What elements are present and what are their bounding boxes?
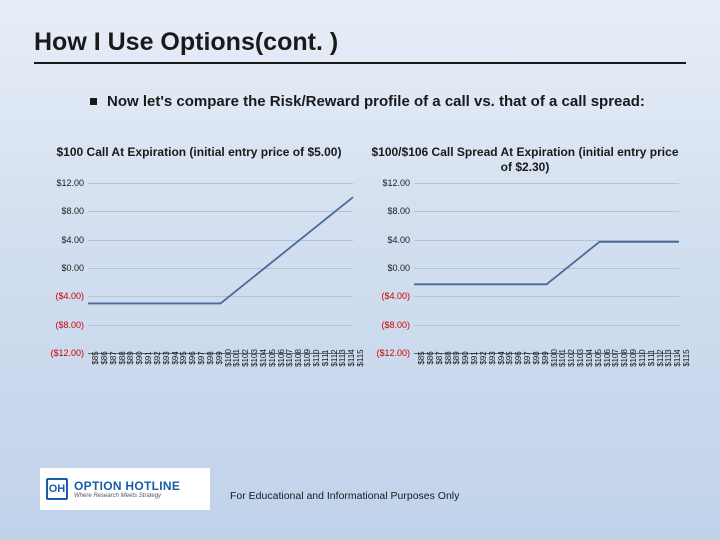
x-tick-label: $108 (620, 349, 629, 367)
x-tick-label: $92 (479, 351, 488, 364)
x-tick-label: $95 (179, 351, 188, 364)
x-tick-label: $114 (347, 349, 356, 366)
chart-left-xaxis: $85$86$87$88$89$90$91$92$93$94$95$96$97$… (88, 358, 353, 400)
x-tick-label: $111 (321, 350, 330, 367)
x-tick-label: $97 (523, 351, 532, 364)
chart-right-yaxis: $12.00$8.00$4.00$0.00($4.00)($8.00)($12.… (366, 183, 412, 353)
x-tick-label: $95 (505, 351, 514, 364)
y-tick-label: ($12.00) (376, 348, 410, 358)
logo-tagline: Where Research Meets Strategy (74, 493, 180, 499)
y-tick-label: $8.00 (387, 206, 410, 216)
y-tick-label: $8.00 (61, 206, 84, 216)
x-tick-label: $90 (461, 351, 470, 364)
x-tick-label: $114 (673, 349, 682, 366)
x-tick-label: $99 (215, 351, 224, 364)
y-tick-label: ($8.00) (381, 320, 410, 330)
x-tick-label: $92 (153, 351, 162, 364)
y-tick-label: $0.00 (387, 263, 410, 273)
x-tick-label: $110 (638, 349, 647, 366)
x-tick-label: $99 (541, 351, 550, 364)
y-tick-label: ($12.00) (50, 348, 84, 358)
x-tick-label: $110 (312, 349, 321, 366)
payoff-line (88, 197, 353, 303)
x-tick-label: $98 (206, 351, 215, 364)
x-tick-label: $103 (250, 349, 259, 367)
x-tick-label: $97 (197, 351, 206, 364)
y-tick-label: ($4.00) (381, 291, 410, 301)
charts-container: $100 Call At Expiration (initial entry p… (40, 145, 690, 465)
chart-left: $100 Call At Expiration (initial entry p… (40, 145, 358, 445)
x-tick-label: $104 (585, 349, 594, 367)
chart-right: $100/$106 Call Spread At Expiration (ini… (366, 145, 684, 445)
x-tick-label: $96 (188, 351, 197, 364)
bullet-marker (90, 98, 97, 105)
x-tick-label: $113 (338, 349, 347, 366)
chart-left-title: $100 Call At Expiration (initial entry p… (40, 145, 358, 177)
x-tick-label: $98 (532, 351, 541, 364)
x-tick-label: $89 (126, 351, 135, 364)
y-tick-label: $12.00 (382, 178, 410, 188)
x-tick-label: $108 (294, 349, 303, 367)
x-tick-label: $102 (567, 349, 576, 367)
page-title: How I Use Options(cont. ) (34, 28, 338, 57)
x-tick-label: $102 (241, 349, 250, 367)
x-tick-label: $86 (100, 351, 109, 364)
bullet-text: Now let's compare the Risk/Reward profil… (107, 92, 645, 112)
logo-text: OPTION HOTLINE Where Research Meets Stra… (74, 479, 180, 499)
x-tick-label: $96 (514, 351, 523, 364)
x-tick-label: $93 (162, 351, 171, 364)
x-tick-label: $111 (647, 350, 656, 367)
x-tick-label: $91 (470, 351, 479, 364)
chart-left-plot (88, 183, 353, 353)
x-tick-label: $91 (144, 351, 153, 364)
x-tick-label: $101 (232, 349, 241, 367)
x-tick-label: $87 (435, 351, 444, 364)
logo-badge: OH (46, 478, 68, 500)
title-underline (34, 62, 686, 64)
x-tick-label: $90 (135, 351, 144, 364)
x-tick-label: $104 (259, 349, 268, 367)
x-tick-label: $109 (303, 349, 312, 367)
x-tick-label: $105 (594, 349, 603, 367)
logo-main-text: OPTION HOTLINE (74, 479, 180, 493)
chart-left-yaxis: $12.00$8.00$4.00$0.00($4.00)($8.00)($12.… (40, 183, 86, 353)
x-tick-label: $107 (285, 349, 294, 367)
y-tick-label: $12.00 (56, 178, 84, 188)
y-tick-label: $4.00 (61, 235, 84, 245)
x-tick-label: $115 (356, 349, 365, 366)
x-tick-label: $87 (109, 351, 118, 364)
x-tick-label: $105 (268, 349, 277, 367)
chart-right-xaxis: $85$86$87$88$89$90$91$92$93$94$95$96$97$… (414, 358, 679, 400)
x-tick-label: $113 (664, 349, 673, 366)
chart-right-body: $12.00$8.00$4.00$0.00($4.00)($8.00)($12.… (366, 183, 684, 403)
x-tick-label: $93 (488, 351, 497, 364)
logo: OH OPTION HOTLINE Where Research Meets S… (40, 468, 210, 510)
x-tick-label: $85 (91, 351, 100, 364)
bullet-row: Now let's compare the Risk/Reward profil… (90, 92, 670, 112)
x-tick-label: $107 (611, 349, 620, 367)
footer-disclaimer: For Educational and Informational Purpos… (230, 490, 459, 502)
x-tick-label: $86 (426, 351, 435, 364)
x-tick-label: $101 (558, 349, 567, 367)
x-tick-label: $115 (682, 349, 691, 366)
y-tick-label: $4.00 (387, 235, 410, 245)
chart-left-body: $12.00$8.00$4.00$0.00($4.00)($8.00)($12.… (40, 183, 358, 403)
payoff-line (414, 242, 679, 284)
x-tick-label: $109 (629, 349, 638, 367)
chart-right-title: $100/$106 Call Spread At Expiration (ini… (366, 145, 684, 177)
x-tick-label: $103 (576, 349, 585, 367)
y-tick-label: $0.00 (61, 263, 84, 273)
y-tick-label: ($8.00) (55, 320, 84, 330)
y-tick-label: ($4.00) (55, 291, 84, 301)
x-tick-label: $89 (452, 351, 461, 364)
chart-right-plot (414, 183, 679, 353)
x-tick-label: $85 (417, 351, 426, 364)
